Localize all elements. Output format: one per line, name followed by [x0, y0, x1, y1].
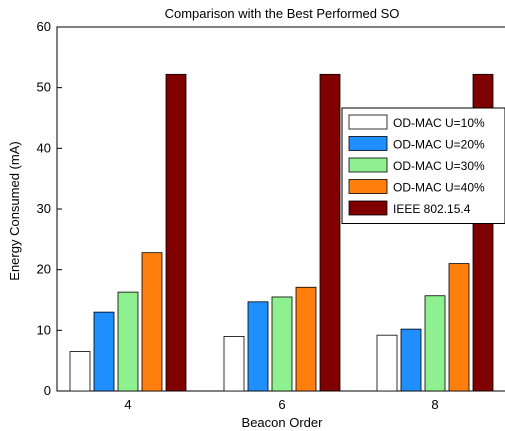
bar: [271, 296, 293, 392]
y-tick-label: 40: [37, 140, 51, 155]
legend-label: IEEE 802.15.4: [393, 202, 471, 216]
bar: [247, 301, 269, 392]
y-tick-label: 50: [37, 80, 51, 95]
bar: [117, 291, 139, 392]
bar: [141, 252, 163, 392]
x-tick-label: 4: [124, 397, 131, 412]
y-tick-label: 60: [37, 19, 51, 34]
y-tick-label: 0: [44, 383, 51, 398]
legend-swatch: [348, 157, 388, 173]
bar: [93, 311, 115, 392]
legend-swatch: [348, 200, 388, 216]
legend-label: OD-MAC U=30%: [393, 159, 485, 173]
legend-label: OD-MAC U=20%: [393, 138, 485, 152]
bar: [400, 328, 422, 392]
legend-label: OD-MAC U=40%: [393, 181, 485, 195]
bar: [295, 286, 317, 392]
y-tick-label: 10: [37, 322, 51, 337]
legend-swatch: [348, 114, 388, 130]
chart-title: Comparison with the Best Performed SO: [165, 6, 400, 21]
legend-swatch: [348, 179, 388, 194]
y-tick-label: 30: [37, 201, 51, 216]
bar: [448, 263, 470, 392]
legend: OD-MAC U=10% OD-MAC U=20% OD-MAC U=30% OD-M…: [341, 107, 505, 224]
x-tick-label: 6: [278, 397, 285, 412]
bar: [165, 73, 187, 392]
legend-swatch: [348, 136, 388, 151]
bar: [376, 334, 398, 392]
x-tick-label: 8: [431, 397, 438, 412]
y-tick-label: 20: [37, 262, 51, 277]
x-axis-title: Beacon Order: [242, 415, 324, 430]
legend-label: OD-MAC U=10%: [393, 116, 485, 130]
bar: [223, 335, 245, 392]
bar: [424, 295, 446, 392]
bar: [69, 351, 91, 392]
bar: [319, 73, 341, 392]
y-axis-title: Energy Consumed (mA): [7, 141, 22, 280]
